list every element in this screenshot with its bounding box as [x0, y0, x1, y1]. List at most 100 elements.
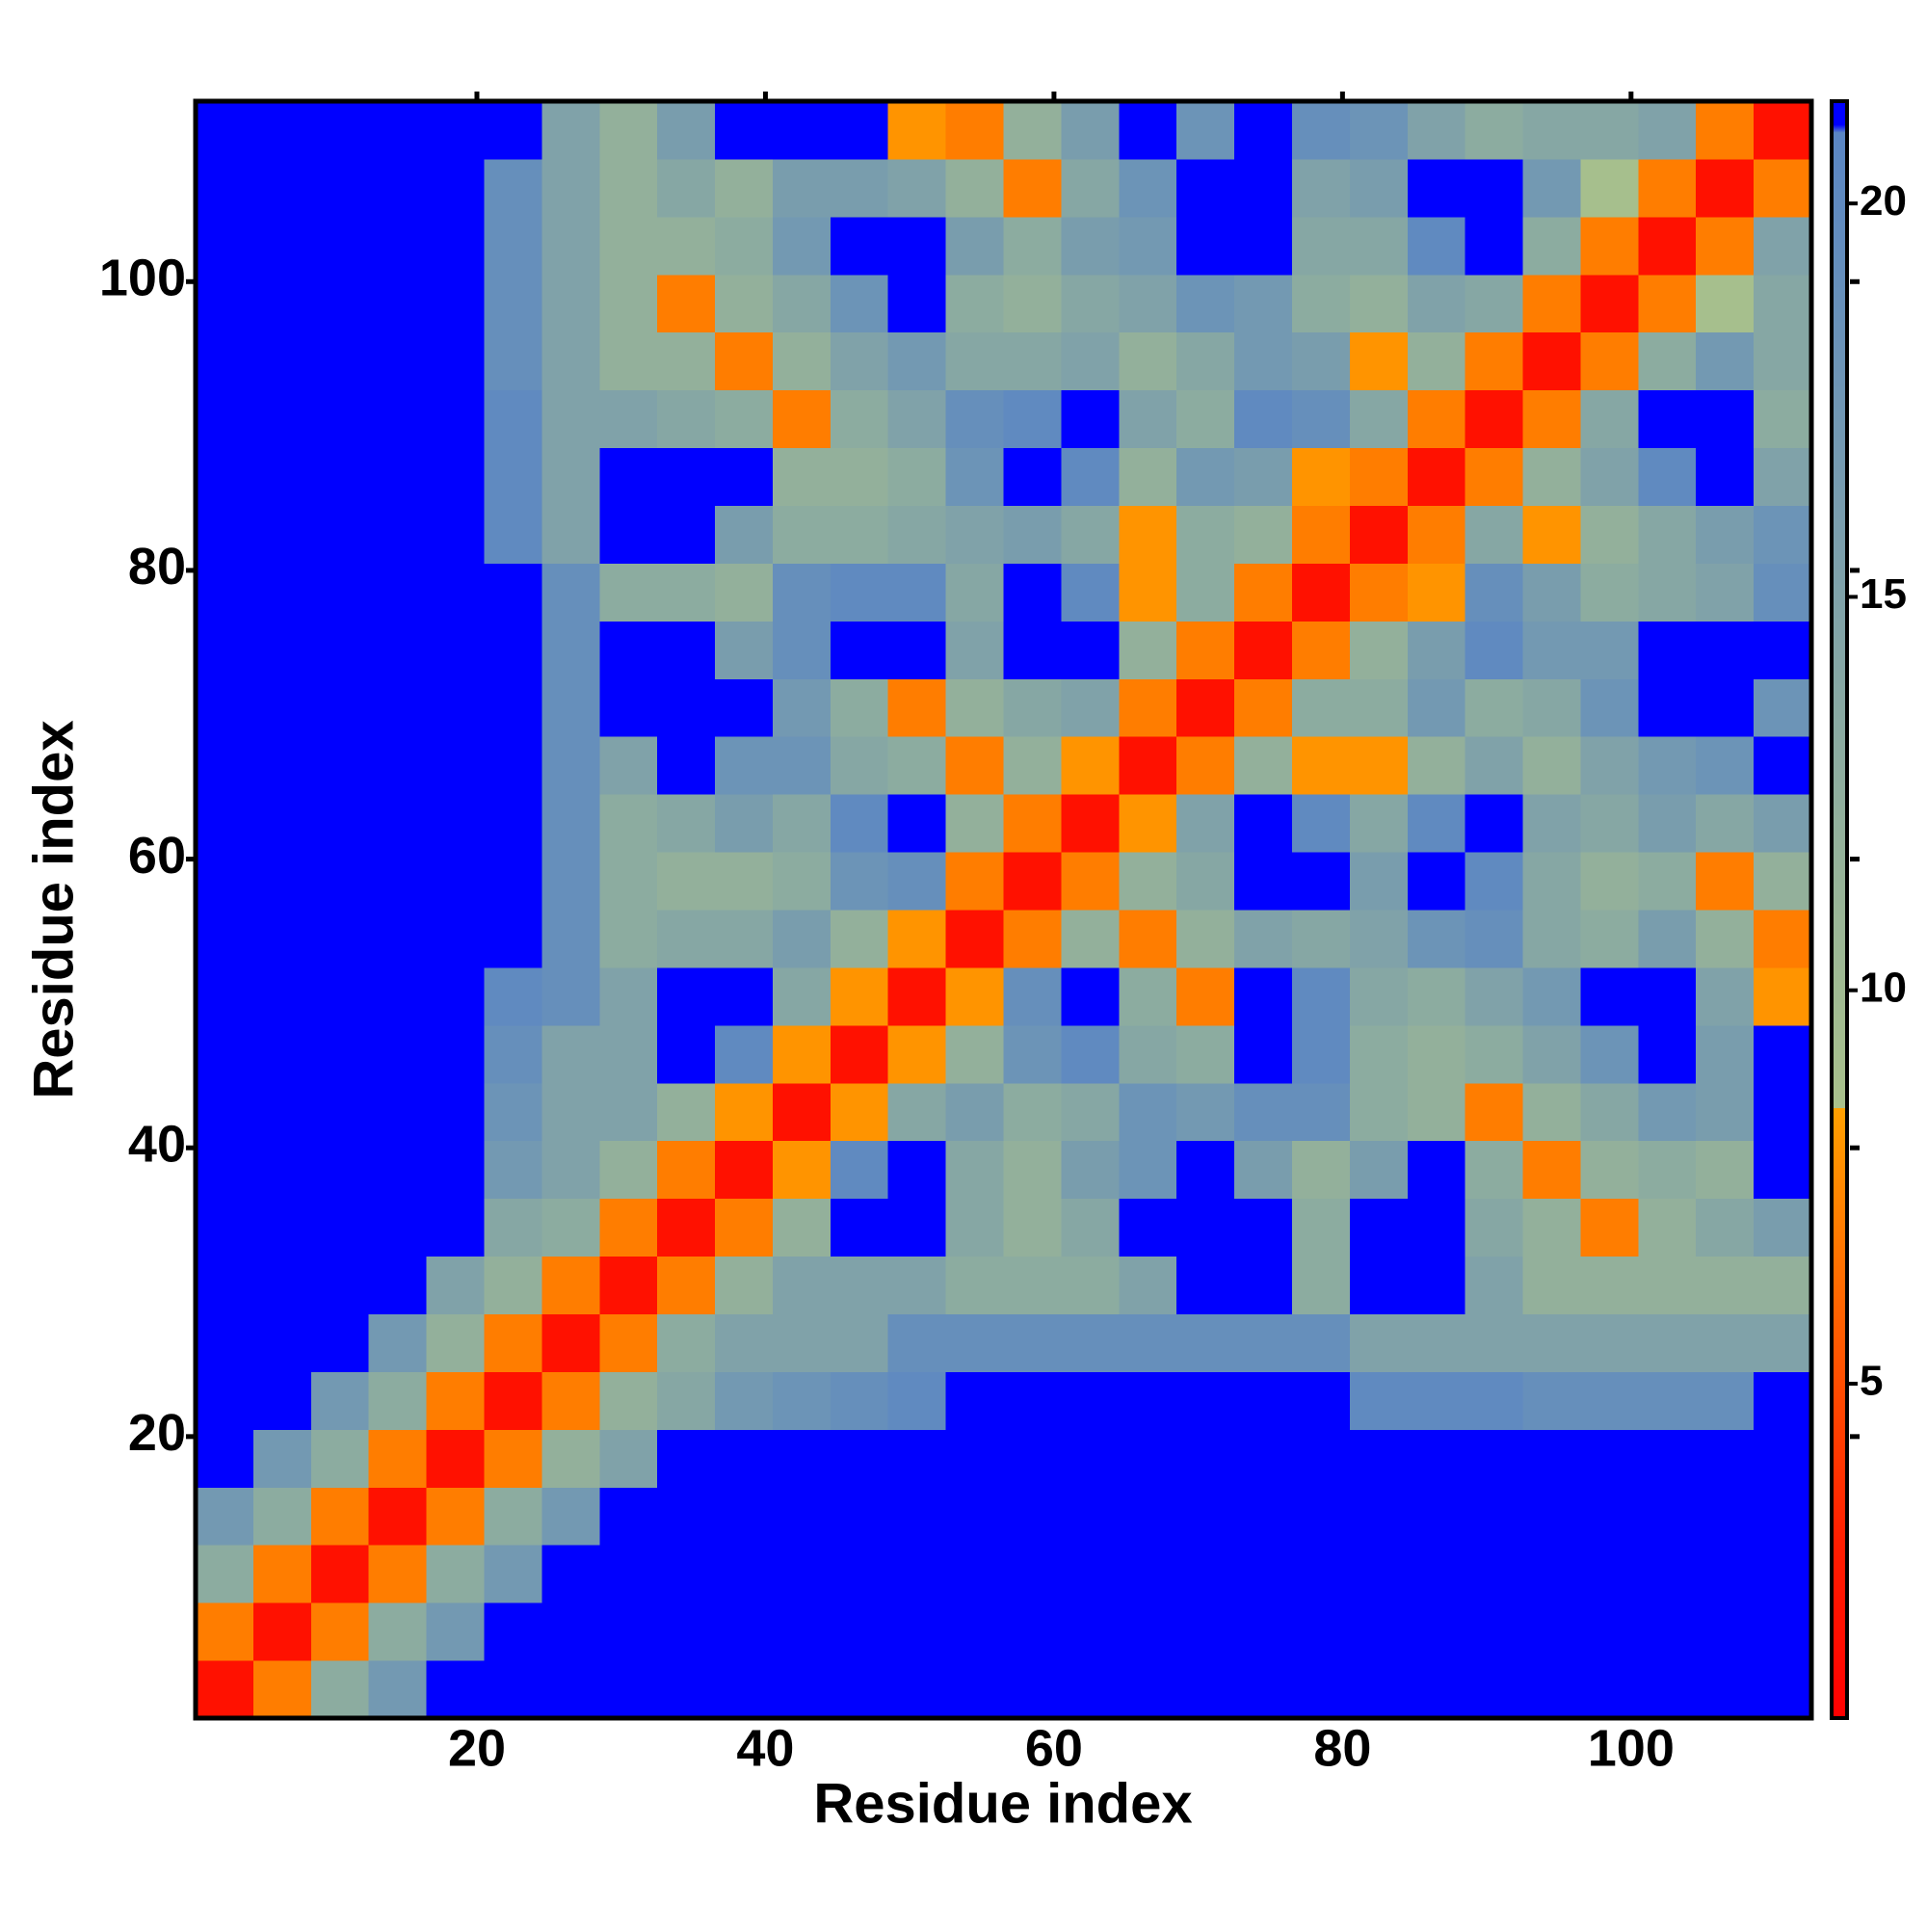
heatmap-cell: [1061, 736, 1120, 795]
heatmap-cell: [1003, 447, 1062, 506]
heatmap-cell: [1754, 910, 1812, 968]
heatmap-cell: [484, 1371, 542, 1430]
heatmap-cell: [196, 1602, 254, 1661]
heatmap-cell: [1754, 966, 1812, 1026]
heatmap-cell: [1291, 1256, 1351, 1314]
heatmap-cell: [1234, 1487, 1293, 1546]
heatmap-cell: [1176, 1660, 1235, 1719]
heatmap-cell: [1407, 505, 1466, 564]
colorbar-tick-label: 10: [1860, 964, 1907, 1011]
heatmap-cell: [945, 389, 1004, 449]
heatmap-cell: [1580, 678, 1639, 737]
heatmap-cell: [196, 1082, 254, 1142]
heatmap-cell: [887, 678, 947, 737]
heatmap-cell: [1176, 216, 1235, 276]
heatmap-cell: [541, 1660, 600, 1719]
heatmap-cell: [196, 505, 254, 564]
heatmap-cell: [715, 910, 774, 968]
heatmap-cell: [945, 1545, 1004, 1603]
heatmap-cell: [945, 447, 1004, 506]
heatmap-cell: [1696, 447, 1755, 506]
heatmap-cell: [252, 1371, 312, 1430]
heatmap-cell: [1176, 1313, 1235, 1372]
heatmap-cell: [484, 621, 542, 679]
colorbar: [1830, 99, 1849, 1720]
heatmap-cell: [1119, 447, 1177, 506]
heatmap-cell: [1349, 1371, 1409, 1430]
heatmap-cell: [1349, 1602, 1409, 1661]
heatmap-cell: [368, 852, 428, 911]
heatmap-cell: [599, 852, 658, 911]
heatmap-cell: [772, 736, 832, 795]
heatmap-cell: [368, 1082, 428, 1142]
heatmap-cell: [1061, 216, 1120, 276]
heatmap-cell: [1349, 1313, 1409, 1372]
heatmap-cell: [1234, 1602, 1293, 1661]
heatmap-cell: [945, 1140, 1004, 1200]
heatmap-cell: [1291, 101, 1351, 160]
heatmap-cell: [1291, 1371, 1351, 1430]
heatmap-cell: [426, 1371, 485, 1430]
heatmap-cell: [657, 389, 716, 449]
heatmap-cell: [657, 274, 716, 333]
heatmap-cell: [1291, 1545, 1351, 1603]
heatmap-cell: [1176, 1429, 1235, 1488]
heatmap-cell: [1754, 736, 1812, 795]
heatmap-cell: [1119, 1024, 1177, 1084]
heatmap-cell: [1176, 1602, 1235, 1661]
heatmap-cell: [599, 1082, 658, 1142]
heatmap-cell: [1061, 852, 1120, 911]
heatmap-cell: [368, 331, 428, 391]
heatmap-cell: [426, 678, 485, 737]
heatmap-cell: [945, 216, 1004, 276]
heatmap-cell: [1003, 505, 1062, 564]
heatmap-cell: [1349, 1429, 1409, 1488]
heatmap-cell: [1003, 1082, 1062, 1142]
heatmap-cell: [1696, 1660, 1755, 1719]
heatmap-cell: [1407, 1429, 1466, 1488]
heatmap-cell: [1522, 910, 1581, 968]
heatmap-cell: [1234, 1198, 1293, 1257]
heatmap-cell: [887, 1660, 947, 1719]
heatmap-cell: [196, 447, 254, 506]
heatmap-cell: [426, 447, 485, 506]
heatmap-cell: [1234, 794, 1293, 853]
heatmap-cell: [1638, 447, 1697, 506]
heatmap-cell: [252, 1545, 312, 1603]
heatmap-cell: [1638, 910, 1697, 968]
heatmap-cell: [368, 1487, 428, 1546]
heatmap-cell: [1754, 1313, 1812, 1372]
heatmap-cell: [830, 1545, 889, 1603]
heatmap-cell: [1291, 1140, 1351, 1200]
heatmap-cell: [252, 1140, 312, 1200]
heatmap-cell: [1061, 1313, 1120, 1372]
heatmap-cell: [1696, 966, 1755, 1026]
heatmap-cell: [657, 447, 716, 506]
heatmap-cell: [1638, 678, 1697, 737]
heatmap-cell: [1349, 736, 1409, 795]
heatmap-cell: [1119, 1256, 1177, 1314]
heatmap-cell: [599, 736, 658, 795]
heatmap-cell: [310, 1256, 370, 1314]
heatmap-cell: [1061, 966, 1120, 1026]
heatmap-cell: [310, 274, 370, 333]
heatmap-cell: [1754, 505, 1812, 564]
heatmap-cell: [1465, 1024, 1524, 1084]
heatmap-cell: [1754, 1256, 1812, 1314]
heatmap-cell: [368, 794, 428, 853]
heatmap-cell: [1119, 216, 1177, 276]
heatmap-cell: [1638, 1660, 1697, 1719]
heatmap-cell: [887, 794, 947, 853]
heatmap-cell: [426, 563, 485, 622]
heatmap-cell: [657, 1371, 716, 1430]
heatmap-cell: [1754, 389, 1812, 449]
heatmap-cell: [1349, 563, 1409, 622]
heatmap-cell: [772, 447, 832, 506]
heatmap-cell: [1291, 389, 1351, 449]
heatmap-cell: [715, 1429, 774, 1488]
heatmap-cell: [1176, 1256, 1235, 1314]
heatmap-cell: [1349, 1198, 1409, 1257]
heatmap-cell: [1291, 158, 1351, 218]
heatmap-cell: [830, 274, 889, 333]
heatmap-cell: [310, 1545, 370, 1603]
